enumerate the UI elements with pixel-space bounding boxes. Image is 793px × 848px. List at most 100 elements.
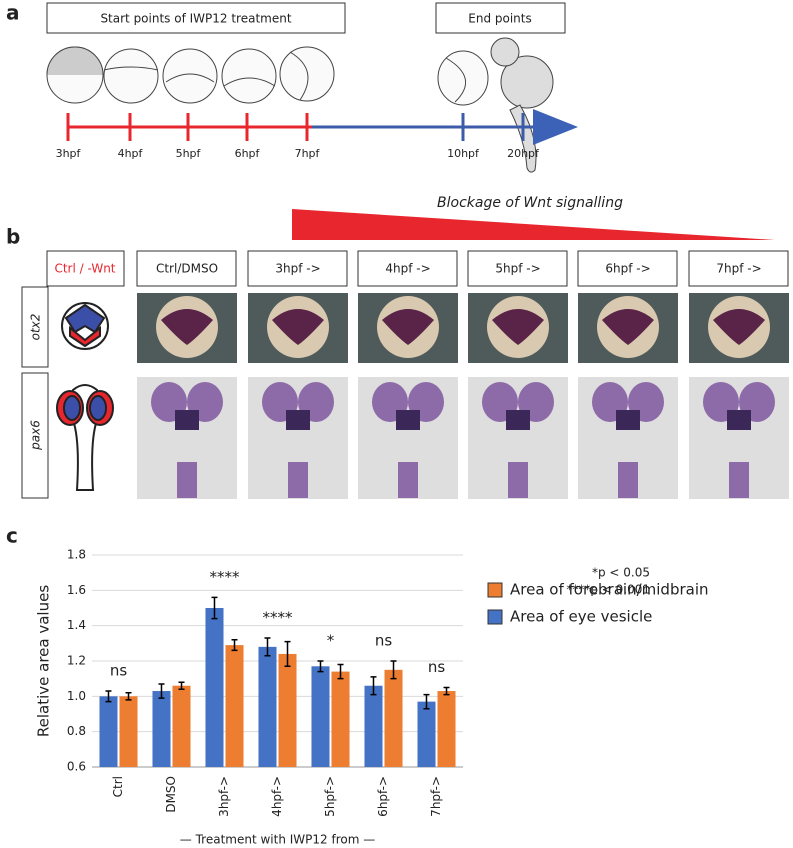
- legend-swatch: [487, 582, 503, 598]
- header-box: [577, 250, 678, 287]
- x-tick-label: 7hpf->: [429, 776, 443, 817]
- stain: [602, 309, 654, 345]
- significance: ns: [110, 662, 128, 680]
- error-bar: [264, 637, 271, 657]
- blockage-label: Blockage of Wnt signalling: [437, 195, 623, 211]
- note: ****p < 0.001: [566, 583, 650, 597]
- end-title: End points: [468, 12, 531, 26]
- error-bar: [443, 686, 450, 696]
- legend-box-label: Ctrl / -Wnt: [54, 262, 115, 276]
- stain: [508, 462, 528, 498]
- error-bar: [390, 660, 397, 680]
- y-tick-label: 0.6: [67, 760, 86, 774]
- stain: [506, 410, 530, 430]
- time-label: 3hpf: [56, 147, 82, 160]
- schematic: [56, 302, 114, 491]
- bar: [205, 608, 224, 767]
- time-label: 5hpf: [176, 147, 202, 160]
- time-label: 6hpf: [235, 147, 261, 160]
- y-axis-label: Relative area values: [35, 585, 53, 737]
- significance: ****: [210, 568, 241, 586]
- bar: [331, 671, 350, 767]
- title-box: [435, 2, 566, 34]
- bar: [384, 669, 403, 767]
- bar: [258, 646, 277, 767]
- x-tick-label: 5hpf->: [323, 776, 337, 817]
- y-tick-label: 1.2: [67, 654, 86, 668]
- x-tick-label: DMSO: [164, 776, 178, 813]
- time-label: 7hpf: [295, 147, 321, 160]
- bar: [417, 701, 436, 767]
- significance: ns: [375, 632, 393, 650]
- title-box: [46, 2, 346, 34]
- stain: [272, 309, 324, 345]
- stain: [713, 309, 765, 345]
- header-box: [247, 250, 348, 287]
- panel-label: b: [6, 225, 20, 249]
- row-label-box: [21, 286, 49, 368]
- header-box: [467, 250, 568, 287]
- time-label: 20hpf: [507, 147, 540, 160]
- bar: [364, 685, 383, 767]
- column-label: 4hpf ->: [385, 262, 430, 276]
- column-label: 3hpf ->: [275, 262, 320, 276]
- time-label: 10hpf: [447, 147, 480, 160]
- stain: [727, 410, 751, 430]
- stain: [492, 309, 544, 345]
- time-label: 4hpf: [118, 147, 144, 160]
- stain: [618, 462, 638, 498]
- error-bar: [317, 660, 324, 673]
- x-tick-label: Ctrl: [111, 776, 125, 797]
- header-box: [688, 250, 789, 287]
- stain: [175, 410, 199, 430]
- error-bar: [125, 692, 132, 701]
- start-title: Start points of IWP12 treatment: [100, 12, 291, 26]
- column-label: 6hpf ->: [605, 262, 650, 276]
- bar: [172, 685, 191, 767]
- error-bar: [211, 596, 218, 620]
- stain: [286, 410, 310, 430]
- significance: ns: [428, 658, 446, 676]
- column-label: 7hpf ->: [716, 262, 761, 276]
- y-tick-label: 1.6: [67, 583, 86, 597]
- header-box: [357, 250, 458, 287]
- bar: [152, 691, 171, 767]
- panel-label: a: [6, 1, 20, 25]
- row-label: otx2: [29, 314, 43, 341]
- error-bar: [231, 639, 238, 652]
- y-tick-label: 1.0: [67, 689, 86, 703]
- column-label: Ctrl/DMSO: [156, 262, 218, 276]
- legend-label: Area of eye vesicle: [510, 608, 652, 626]
- x-tick-label: 6hpf->: [376, 776, 390, 817]
- panel-label: c: [6, 524, 18, 548]
- stain: [288, 462, 308, 498]
- row-label: pax6: [29, 420, 43, 451]
- bar: [225, 645, 244, 767]
- legend-swatch: [487, 609, 503, 625]
- error-bar: [423, 693, 430, 710]
- error-bar: [105, 690, 112, 703]
- column-label: 5hpf ->: [495, 262, 540, 276]
- x-axis-label: — Treatment with IWP12 from —: [180, 833, 375, 847]
- bar: [437, 691, 456, 767]
- error-bar: [337, 663, 344, 680]
- bar: [99, 696, 118, 767]
- error-bar: [370, 676, 377, 696]
- bar: [311, 666, 330, 767]
- stain: [382, 309, 434, 345]
- bar: [119, 696, 138, 767]
- error-bar: [178, 681, 185, 691]
- note: *p < 0.05: [592, 566, 650, 580]
- y-tick-label: 0.8: [67, 724, 86, 738]
- error-bar: [284, 640, 291, 668]
- blockage-wedge: [292, 209, 775, 240]
- header-box: [136, 250, 237, 287]
- y-tick-label: 1.4: [67, 618, 86, 632]
- x-tick-label: 4hpf->: [270, 776, 284, 817]
- stain: [616, 410, 640, 430]
- legend-label: Area of forebrain/midbrain: [510, 581, 709, 599]
- stain: [729, 462, 749, 498]
- stain: [161, 309, 213, 345]
- header-box: [46, 250, 125, 287]
